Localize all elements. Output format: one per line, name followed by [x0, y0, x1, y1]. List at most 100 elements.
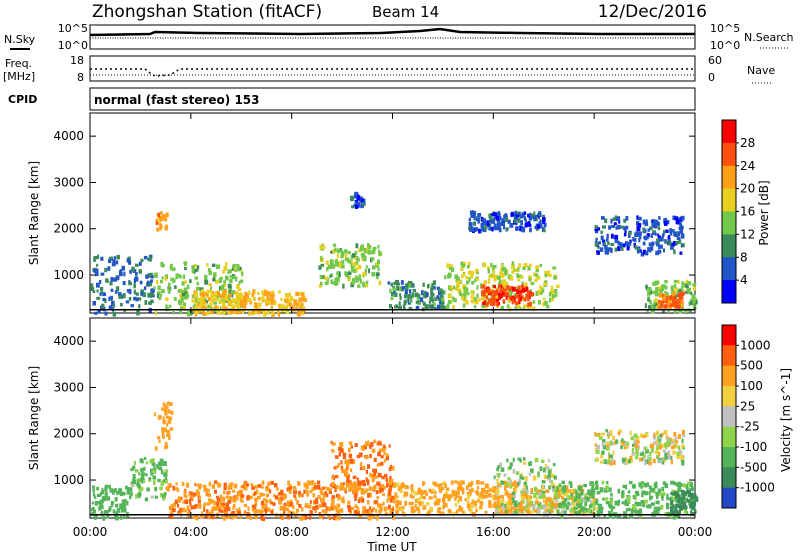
power-scatter-cell: [674, 287, 679, 291]
velocity-scatter-cell: [365, 477, 368, 482]
velocity-scatter-cell: [114, 488, 117, 493]
velocity-scatter-cell: [292, 485, 297, 490]
velocity-scatter-cell: [445, 494, 448, 499]
velocity-scatter-cell: [653, 432, 656, 437]
velocity-scatter-cell: [161, 434, 165, 439]
velocity-scatter-cell: [341, 499, 345, 504]
power-scatter-cell: [492, 274, 496, 278]
velocity-scatter-cell: [458, 480, 462, 486]
power-scatter-cell: [524, 282, 528, 288]
power-scatter-cell: [156, 227, 160, 232]
power-scatter-cell: [123, 271, 126, 277]
power-scatter-cell: [665, 292, 669, 296]
velocity-scatter-cell: [246, 495, 250, 501]
velocity-scatter-cell: [158, 466, 163, 471]
velocity-scatter-cell: [457, 481, 460, 485]
velocity-scatter-cell: [314, 505, 319, 510]
power-scatter-cell: [483, 299, 487, 303]
velocity-scatter-cell: [454, 480, 458, 484]
power-scatter-cell: [668, 304, 672, 310]
power-scatter-cell: [263, 292, 267, 297]
velocity-scatter-cell: [656, 430, 660, 436]
velocity-scatter-cell: [562, 501, 565, 506]
velocity-scatter-cell: [94, 516, 97, 520]
velocity-scatter-cell: [658, 488, 661, 493]
power-scatter-cell: [253, 302, 257, 308]
velocity-scatter-cell: [503, 473, 507, 477]
power-scatter-cell: [225, 275, 229, 281]
velocity-scatter-cell: [601, 480, 605, 485]
velocity-scatter-cell: [569, 502, 572, 508]
velocity-scatter-cell: [624, 499, 628, 503]
power-scatter-cell: [678, 239, 682, 244]
power-scatter-cell: [358, 248, 362, 253]
velocity-scatter-cell: [317, 495, 321, 499]
power-scatter-cell: [376, 275, 379, 280]
velocity-scatter-cell: [670, 459, 673, 465]
velocity-scatter-cell: [447, 508, 452, 514]
power-scatter-cell: [594, 240, 597, 245]
power-scatter-cell: [329, 259, 334, 264]
power-scatter-cell: [162, 216, 166, 221]
power-scatter-cell: [483, 288, 488, 293]
velocity-scatter-cell: [268, 489, 272, 494]
velocity-scatter-cell: [169, 416, 173, 420]
velocity-scatter-cell: [658, 459, 663, 464]
velocity-scatter-cell: [420, 491, 424, 495]
power-scatter-cell: [552, 266, 557, 270]
velocity-scatter-cell: [140, 487, 144, 491]
velocity-scatter-cell: [320, 498, 324, 503]
velocity-scatter-cell: [625, 441, 630, 446]
power-scatter-cell: [221, 298, 225, 302]
power-scatter-cell: [680, 244, 683, 248]
velocity-scatter-cell: [661, 486, 664, 492]
power-scatter-cell: [499, 271, 503, 276]
power-scatter-cell: [160, 289, 165, 294]
power-colorbar-segment: [722, 188, 736, 212]
power-scatter-cell: [271, 290, 274, 295]
power-scatter-cell: [208, 290, 212, 293]
velocity-scatter-cell: [664, 483, 669, 489]
power-scatter-cell: [495, 226, 499, 231]
velocity-scatter-cell: [346, 479, 349, 485]
velocity-scatter-cell: [356, 454, 360, 459]
velocity-scatter-cell: [262, 498, 267, 502]
power-scatter-cell: [539, 223, 543, 228]
velocity-scatter-cell: [183, 494, 188, 498]
velocity-scatter-cell: [296, 500, 300, 505]
power-scatter-cell: [157, 285, 161, 291]
power-scatter-cell: [476, 293, 479, 299]
power-scatter-cell: [463, 297, 467, 303]
velocity-scatter-cell: [208, 493, 211, 498]
velocity-scatter-cell: [689, 504, 693, 509]
power-scatter-cell: [546, 304, 550, 309]
power-scatter-cell: [237, 302, 240, 308]
power-scatter-cell: [675, 220, 680, 225]
power-scatter-cell: [354, 256, 358, 260]
power-ytick-label: 4000: [53, 129, 84, 143]
velocity-scatter-cell: [328, 490, 332, 494]
power-scatter-cell: [664, 298, 668, 304]
velocity-scatter-cell: [203, 508, 205, 512]
power-scatter-cell: [428, 304, 432, 309]
velocity-scatter-cell: [132, 479, 137, 485]
power-scatter-cell: [538, 221, 541, 225]
power-scatter-cell: [417, 300, 421, 306]
velocity-scatter-cell: [118, 488, 123, 493]
power-scatter-cell: [684, 309, 687, 314]
power-scatter-cell: [513, 268, 517, 272]
velocity-scatter-cell: [174, 487, 179, 491]
power-scatter-cell: [195, 268, 199, 272]
power-ylabel: Slant Range [km]: [27, 161, 41, 265]
velocity-scatter-cell: [232, 489, 236, 493]
power-scatter-cell: [667, 308, 670, 313]
velocity-scatter-cell: [470, 509, 473, 515]
power-scatter-cell: [378, 251, 382, 256]
velocity-scatter-cell: [158, 439, 161, 444]
velocity-scatter-cell: [492, 494, 496, 499]
power-scatter-cell: [295, 291, 298, 297]
power-scatter-cell: [114, 290, 118, 294]
velocity-scatter-cell: [144, 456, 147, 460]
velocity-scatter-cell: [276, 486, 279, 491]
power-scatter-cell: [658, 237, 663, 242]
